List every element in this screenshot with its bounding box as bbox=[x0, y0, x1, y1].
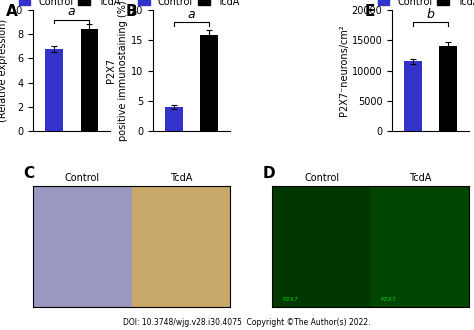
Text: P2X7: P2X7 bbox=[381, 297, 397, 302]
Text: b: b bbox=[427, 8, 435, 21]
Bar bbox=[371, 186, 469, 307]
Text: DOI: 10.3748/wjg.v28.i30.4075  Copyright ©The Author(s) 2022.: DOI: 10.3748/wjg.v28.i30.4075 Copyright … bbox=[123, 318, 370, 327]
Bar bbox=[439, 46, 457, 131]
Bar bbox=[273, 186, 371, 307]
Y-axis label: P2X7⁻neurons/cm²: P2X7⁻neurons/cm² bbox=[339, 25, 349, 116]
Bar bbox=[46, 49, 63, 131]
Y-axis label: P2X7 mRNA
(Relative expression): P2X7 mRNA (Relative expression) bbox=[0, 19, 9, 122]
Text: TcdA: TcdA bbox=[170, 173, 192, 183]
Bar bbox=[165, 107, 182, 131]
Text: P2X7: P2X7 bbox=[283, 297, 298, 302]
Bar bbox=[200, 35, 218, 131]
Text: B: B bbox=[126, 4, 137, 19]
Text: E: E bbox=[365, 4, 375, 19]
Text: D: D bbox=[263, 166, 275, 181]
Bar bbox=[81, 29, 98, 131]
Text: Control: Control bbox=[65, 173, 100, 183]
Legend: Control, TcdA: Control, TcdA bbox=[374, 0, 474, 11]
Text: A: A bbox=[6, 4, 18, 19]
Text: a: a bbox=[188, 8, 195, 21]
Bar bbox=[33, 186, 132, 307]
Bar bbox=[132, 186, 230, 307]
Bar bbox=[404, 61, 422, 131]
Text: C: C bbox=[23, 166, 35, 181]
Legend: Control, TcdA: Control, TcdA bbox=[15, 0, 124, 11]
Text: a: a bbox=[68, 5, 75, 18]
Text: TcdA: TcdA bbox=[409, 173, 431, 183]
Legend: Control, TcdA: Control, TcdA bbox=[135, 0, 244, 11]
Y-axis label: P2X7
positive immunostaining (%): P2X7 positive immunostaining (%) bbox=[106, 0, 128, 141]
Text: Control: Control bbox=[304, 173, 339, 183]
